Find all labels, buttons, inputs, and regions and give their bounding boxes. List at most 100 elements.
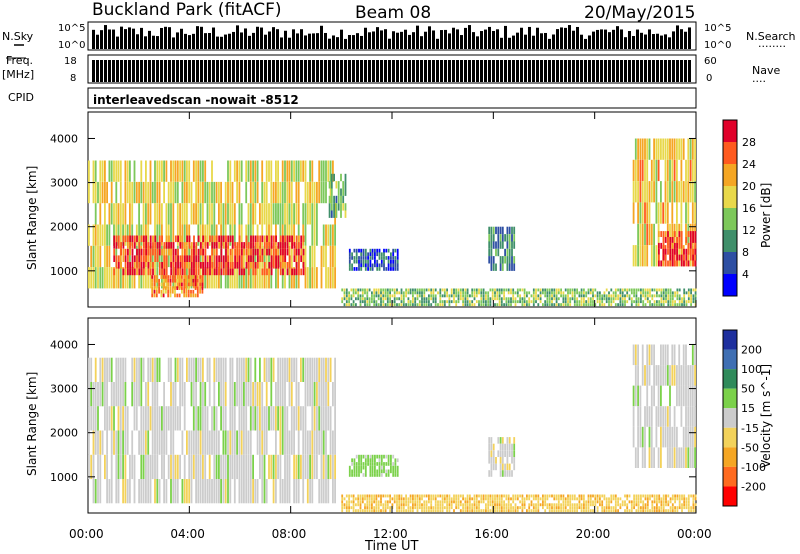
data-cell <box>535 300 537 304</box>
data-cell <box>485 297 487 301</box>
data-cell <box>678 447 681 468</box>
data-cell <box>674 294 676 298</box>
data-cell <box>277 382 279 407</box>
data-cell <box>101 267 104 289</box>
data-cell <box>692 248 694 255</box>
data-cell <box>407 506 410 510</box>
velocity-cbar-swatch <box>723 486 737 506</box>
data-cell <box>660 138 662 160</box>
data-cell <box>373 303 376 307</box>
data-cell <box>434 497 437 501</box>
data-cell <box>390 454 392 459</box>
data-cell <box>213 203 216 225</box>
data-cell <box>108 203 111 225</box>
data-cell <box>211 262 214 269</box>
data-cell <box>644 503 647 507</box>
data-cell <box>124 255 127 262</box>
data-cell <box>288 430 291 455</box>
data-cell <box>569 506 572 510</box>
data-cell <box>282 242 284 249</box>
data-cell <box>599 500 601 504</box>
data-cell <box>176 160 179 182</box>
data-cell <box>122 357 124 382</box>
data-cell <box>594 288 597 292</box>
data-cell <box>306 357 309 382</box>
noise-bar <box>496 29 499 49</box>
freq-bar <box>92 60 95 82</box>
data-cell <box>421 503 423 507</box>
data-cell <box>213 262 216 269</box>
data-cell <box>642 494 645 498</box>
data-cell <box>510 503 512 507</box>
data-cell <box>172 160 175 182</box>
data-cell <box>179 406 181 431</box>
data-cell <box>374 256 376 260</box>
data-cell <box>284 479 286 504</box>
noise-bar <box>364 27 367 49</box>
data-cell <box>181 203 184 225</box>
data-cell <box>660 260 663 267</box>
data-cell <box>665 291 667 295</box>
data-cell <box>227 262 230 269</box>
data-cell <box>367 267 369 271</box>
data-cell <box>369 267 372 271</box>
data-cell <box>504 248 506 257</box>
data-cell <box>380 288 382 292</box>
data-cell <box>480 500 483 504</box>
data-cell <box>694 260 697 267</box>
data-cell <box>656 497 658 501</box>
data-cell <box>302 406 305 431</box>
data-cell <box>220 203 222 225</box>
data-cell <box>340 195 342 204</box>
data-cell <box>153 278 156 283</box>
data-cell <box>213 479 216 504</box>
data-cell <box>669 497 672 501</box>
data-cell <box>302 160 305 182</box>
data-cell <box>514 506 517 510</box>
data-cell <box>655 159 658 182</box>
data-cell <box>300 268 303 276</box>
data-cell <box>133 357 136 382</box>
data-cell <box>539 300 542 304</box>
data-cell <box>231 242 234 249</box>
data-cell <box>473 506 476 510</box>
data-cell <box>398 509 401 513</box>
noise-bar <box>604 29 607 49</box>
data-cell <box>665 294 667 298</box>
data-cell <box>174 286 176 290</box>
data-cell <box>127 255 129 262</box>
data-cell <box>90 357 93 382</box>
data-cell <box>129 262 132 269</box>
freq-bar <box>652 60 655 82</box>
data-cell <box>179 235 182 243</box>
data-cell <box>213 382 216 407</box>
data-cell <box>350 294 353 298</box>
data-cell <box>530 500 533 504</box>
data-cell <box>506 241 509 249</box>
data-cell <box>238 242 241 249</box>
data-cell <box>154 235 157 243</box>
data-cell <box>523 294 526 298</box>
data-cell <box>145 255 148 262</box>
data-cell <box>234 242 236 249</box>
data-cell <box>174 262 177 269</box>
data-cell <box>327 224 330 246</box>
data-cell <box>441 300 444 304</box>
data-cell <box>664 248 667 255</box>
data-cell <box>539 503 542 507</box>
data-cell <box>505 300 508 304</box>
data-cell <box>519 500 521 504</box>
data-cell <box>266 235 268 243</box>
data-cell <box>320 160 323 182</box>
data-cell <box>610 506 613 510</box>
data-cell <box>589 297 592 301</box>
data-cell <box>378 465 381 470</box>
data-cell <box>284 181 286 204</box>
noise-bar <box>636 29 639 49</box>
data-cell <box>555 300 558 304</box>
data-cell <box>589 494 592 498</box>
data-cell <box>689 254 692 261</box>
data-cell <box>322 160 325 182</box>
data-cell <box>687 288 690 292</box>
freq-bar <box>596 60 599 82</box>
